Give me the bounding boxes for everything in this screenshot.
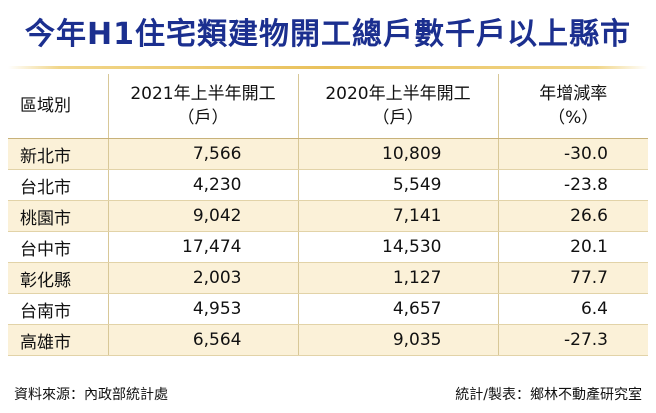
- value-2020-cell: 10,809: [297, 138, 498, 170]
- header-2021: 2021年上半年開工 （戶）: [107, 74, 298, 139]
- region-cell: 台北市: [8, 169, 108, 201]
- region-cell: 高雄市: [8, 324, 108, 356]
- table-row: 台中市 17,474 14,530 20.1: [8, 231, 648, 263]
- value-2020-cell: 9,035: [297, 324, 498, 356]
- title-divider: [8, 66, 648, 69]
- yoy-cell: -23.8: [497, 169, 648, 201]
- value-2021-cell: 9,042: [107, 200, 298, 232]
- header-region: 區域別: [8, 74, 108, 139]
- credit-note: 統計/製表：鄉林不動產研究室: [455, 387, 642, 403]
- value-2021-cell: 4,230: [107, 169, 298, 201]
- value-2021-cell: 7,566: [107, 138, 298, 170]
- table-row: 台南市 4,953 4,657 6.4: [8, 293, 648, 325]
- table-row: 台北市 4,230 5,549 -23.8: [8, 169, 648, 201]
- data-table: 區域別 2021年上半年開工 （戶） 2020年上半年開工 （戶） 年增減率 （…: [8, 74, 648, 356]
- value-2021-cell: 4,953: [107, 293, 298, 325]
- table-body: 新北市 7,566 10,809 -30.0 台北市 4,230 5,549 -23.8 桃園市…: [8, 138, 648, 356]
- yoy-cell: -30.0: [497, 138, 648, 170]
- yoy-cell: 6.4: [497, 293, 648, 325]
- source-note: 資料來源：內政部統計處: [14, 387, 168, 403]
- value-2021-cell: 6,564: [107, 324, 298, 356]
- yoy-cell: 77.7: [497, 262, 648, 294]
- value-2020-cell: 14,530: [297, 231, 498, 263]
- value-2021-cell: 17,474: [107, 231, 298, 263]
- region-cell: 台中市: [8, 231, 108, 263]
- region-cell: 彰化縣: [8, 262, 108, 294]
- header-yoy: 年增減率 （%）: [497, 74, 648, 139]
- value-2021-cell: 2,003: [107, 262, 298, 294]
- region-cell: 新北市: [8, 138, 108, 170]
- table-row: 高雄市 6,564 9,035 -27.3: [8, 324, 648, 356]
- yoy-cell: -27.3: [497, 324, 648, 356]
- yoy-cell: 20.1: [497, 231, 648, 263]
- value-2020-cell: 5,549: [297, 169, 498, 201]
- yoy-cell: 26.6: [497, 200, 648, 232]
- region-cell: 桃園市: [8, 200, 108, 232]
- footer: 資料來源：內政部統計處 統計/製表：鄉林不動產研究室: [14, 384, 642, 406]
- value-2020-cell: 1,127: [297, 262, 498, 294]
- header-row: 區域別 2021年上半年開工 （戶） 2020年上半年開工 （戶） 年增減率 （…: [8, 74, 648, 139]
- value-2020-cell: 7,141: [297, 200, 498, 232]
- region-cell: 台南市: [8, 293, 108, 325]
- value-2020-cell: 4,657: [297, 293, 498, 325]
- chart-title: 今年H1住宅類建物開工總戶數千戶以上縣市: [25, 17, 631, 52]
- table-row: 桃園市 9,042 7,141 26.6: [8, 200, 648, 232]
- table-row: 彰化縣 2,003 1,127 77.7: [8, 262, 648, 294]
- table-row: 新北市 7,566 10,809 -30.0: [8, 138, 648, 170]
- header-2020: 2020年上半年開工 （戶）: [297, 74, 498, 139]
